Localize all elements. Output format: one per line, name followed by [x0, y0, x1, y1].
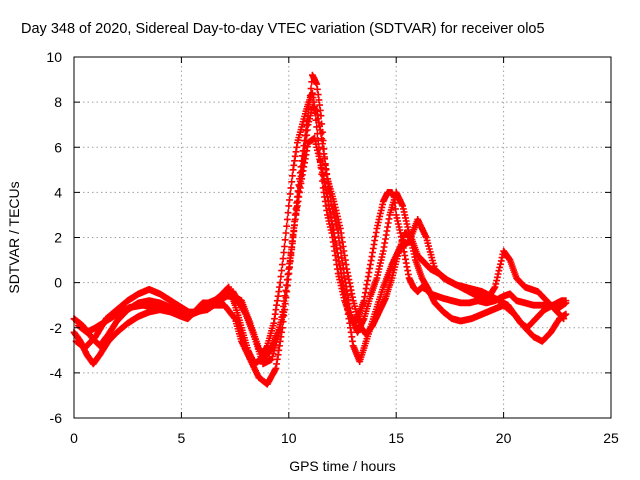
- x-tick-label: 25: [603, 430, 619, 446]
- axis-ticks: [73, 56, 612, 419]
- x-tick-label: 15: [388, 430, 404, 446]
- x-axis-label: GPS time / hours: [289, 458, 396, 474]
- data-points-track-c: [70, 103, 570, 361]
- y-tick-label: 4: [54, 184, 62, 200]
- y-tick-label: 2: [54, 230, 62, 246]
- y-tick-label: 6: [54, 139, 62, 155]
- y-tick-label: -6: [50, 410, 63, 426]
- y-tick-label: -4: [50, 365, 63, 381]
- data-layer: [70, 71, 570, 388]
- y-axis-label: SDTVAR / TECUs: [6, 181, 22, 293]
- x-tick-label: 10: [281, 430, 297, 446]
- y-tick-label: 0: [54, 275, 62, 291]
- x-tick-label: 20: [496, 430, 512, 446]
- y-tick-label: 10: [46, 49, 62, 65]
- grid: [74, 57, 611, 418]
- x-tick-label: 5: [178, 430, 186, 446]
- axis-tick-labels: 0 5 10 15 20 25 -6 -4 -2 0 2 4 6 8 10: [46, 49, 619, 446]
- y-tick-label: -2: [50, 320, 63, 336]
- series-track-c: [70, 103, 570, 361]
- chart-title: Day 348 of 2020, Sidereal Day-to-day VTE…: [21, 21, 545, 37]
- x-tick-label: 0: [70, 430, 78, 446]
- y-tick-label: 8: [54, 94, 62, 110]
- data-points-track-d: [74, 134, 568, 368]
- series-track-d: [74, 134, 568, 368]
